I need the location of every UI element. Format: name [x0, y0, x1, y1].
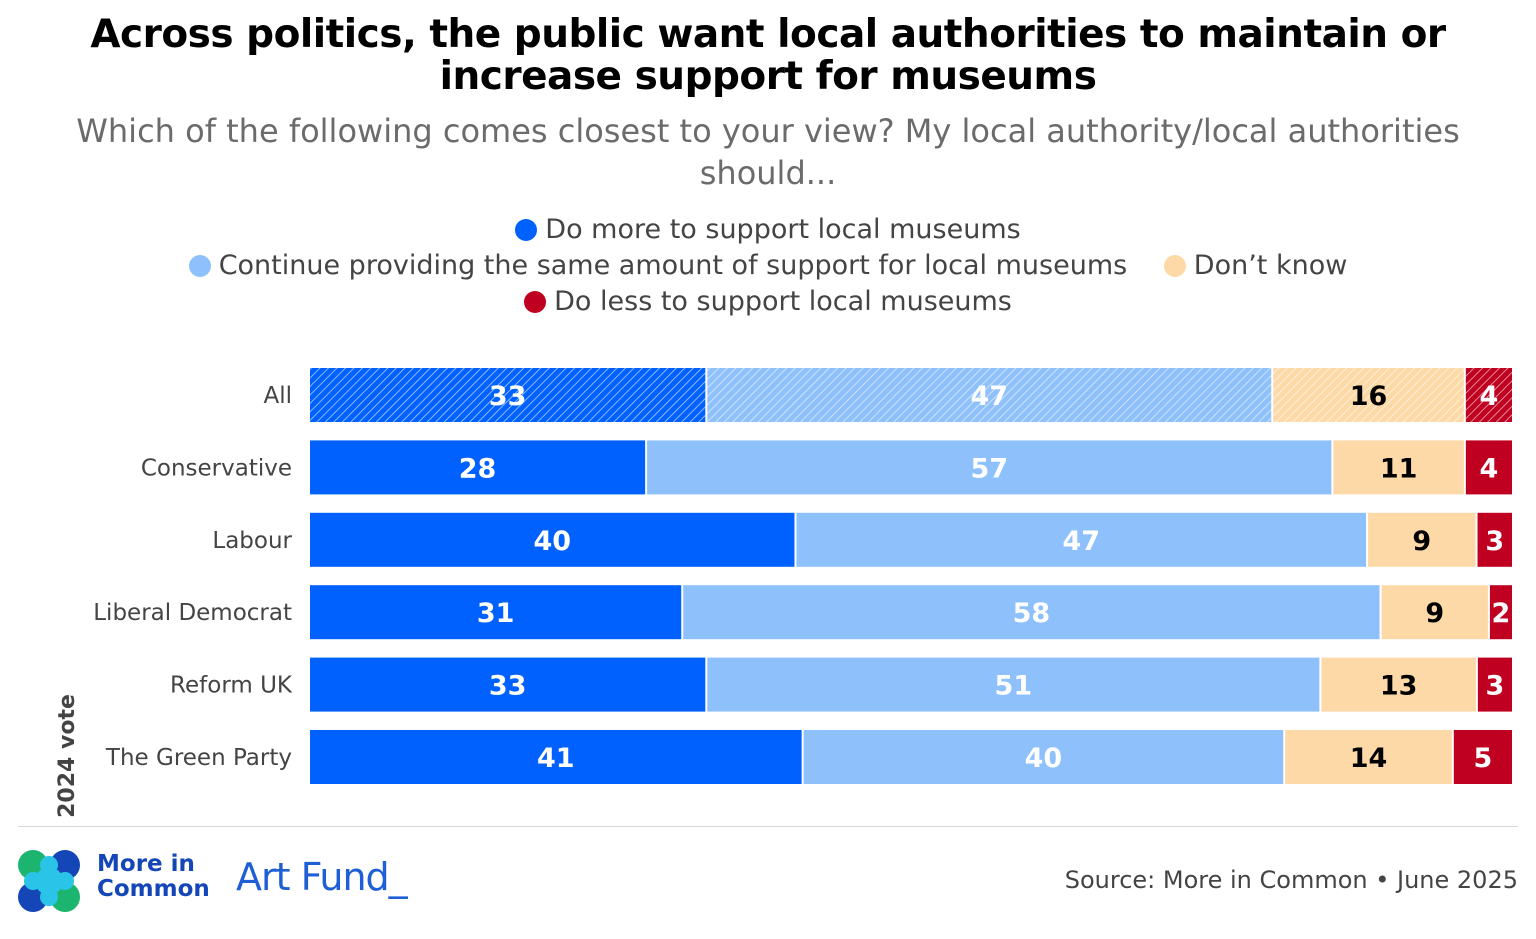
bar-segment — [803, 730, 1284, 784]
bar-segment — [310, 512, 795, 567]
category-label: The Green Party — [105, 745, 292, 771]
legend-label-dont-know: Don’t know — [1193, 250, 1348, 281]
legend-item-more: Do more to support local museums — [515, 214, 1021, 245]
bar-value-label: 58 — [1013, 598, 1051, 629]
bar-segment-hatch — [1273, 368, 1464, 422]
bar-segment — [310, 730, 802, 784]
brand-line-2: Common — [97, 876, 210, 902]
bar-segment — [1321, 657, 1476, 712]
bar-value-label: 9 — [1425, 598, 1444, 629]
more-in-common-wordmark: More in Common — [97, 852, 210, 902]
bar-value-label: 13 — [1380, 671, 1418, 702]
bar-segment-hatch — [1465, 368, 1512, 422]
legend-item-same: Continue providing the same amount of su… — [188, 250, 1128, 281]
bar-value-label: 33 — [489, 671, 527, 702]
bar-value-label: 4 — [1480, 453, 1499, 484]
bar-value-label: 14 — [1350, 743, 1388, 774]
bar-segment — [1477, 657, 1512, 712]
bar-segment-hatch — [310, 368, 706, 422]
bar-value-label: 4 — [1480, 381, 1499, 412]
legend-item-dont-know: Don’t know — [1163, 250, 1348, 281]
bar-segment-hatch — [707, 368, 1272, 422]
bar-segment — [310, 440, 646, 495]
bar-value-label: 9 — [1412, 526, 1431, 557]
legend-dot-less — [524, 290, 547, 313]
bar-value-label: 16 — [1350, 381, 1388, 412]
legend-row-3: Do less to support local museums — [0, 286, 1536, 320]
bar-segment — [1477, 512, 1512, 567]
bar-value-label: 3 — [1485, 526, 1504, 557]
bar-segment — [1333, 440, 1464, 495]
bar-value-label: 3 — [1486, 671, 1505, 702]
chart-title: Across politics, the public want local a… — [90, 12, 1446, 99]
legend-label-more: Do more to support local museums — [545, 214, 1021, 245]
bar-value-label: 31 — [477, 598, 515, 629]
bar-segment — [1285, 730, 1452, 784]
legend-label-less: Do less to support local museums — [554, 286, 1012, 317]
bar-value-label: 2 — [1492, 598, 1511, 629]
bar-value-label: 28 — [459, 453, 497, 484]
source-note: Source: More in Common • June 2025 — [1064, 866, 1518, 894]
bar-segment — [683, 585, 1380, 640]
legend-dot-more — [515, 218, 538, 241]
bar-value-label: 41 — [537, 743, 575, 774]
bar-value-label: 51 — [995, 671, 1033, 702]
art-fund-logo: Art Fund_ — [236, 855, 408, 899]
legend-row-1: Do more to support local museums — [0, 214, 1536, 248]
bar-value-label: 47 — [970, 381, 1008, 412]
category-label: Liberal Democrat — [93, 600, 292, 626]
bar-segment — [1453, 730, 1512, 784]
bar-value-label: 40 — [1025, 743, 1063, 774]
bar-value-label: 47 — [1062, 526, 1100, 557]
bar-segment — [707, 657, 1320, 712]
bar-segment — [310, 657, 706, 712]
legend-dot-dont-know — [1163, 254, 1186, 277]
bar-value-label: 33 — [489, 381, 527, 412]
footer-divider — [18, 826, 1518, 827]
bar-segment — [1368, 512, 1476, 567]
bar-segment — [1465, 440, 1512, 495]
bar-segment — [796, 512, 1367, 567]
axis-title: 2024 vote — [55, 694, 80, 818]
bar-segment — [1489, 585, 1512, 640]
bar-segment — [1381, 585, 1488, 640]
bar-segment — [310, 585, 682, 640]
brand-line-1: More in — [97, 851, 195, 877]
bar-value-label: 40 — [533, 526, 571, 557]
bar-segment — [647, 440, 1332, 495]
bar-value-label: 57 — [970, 453, 1008, 484]
category-label: Reform UK — [170, 673, 293, 699]
category-label: All — [263, 383, 292, 409]
legend-label-same: Continue providing the same amount of su… — [218, 250, 1128, 281]
category-label: Conservative — [141, 455, 292, 481]
category-label: Labour — [212, 528, 292, 554]
more-in-common-logo-icon — [18, 850, 80, 912]
legend-item-less: Do less to support local museums — [524, 286, 1012, 317]
bar-value-label: 5 — [1474, 743, 1493, 774]
bar-value-label: 11 — [1380, 453, 1418, 484]
chart-subtitle: Which of the following comes closest to … — [76, 112, 1460, 192]
legend-row-2: Continue providing the same amount of su… — [0, 250, 1536, 284]
legend-dot-same — [188, 254, 211, 277]
